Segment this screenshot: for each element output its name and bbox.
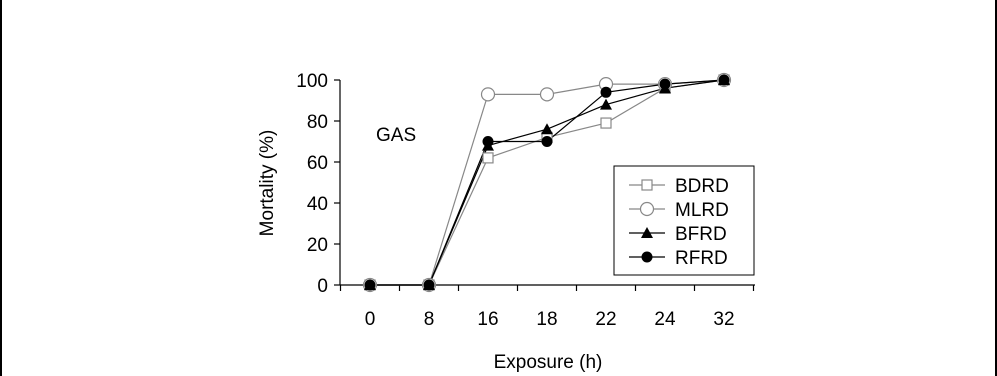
legend-label: RFRD bbox=[675, 248, 728, 269]
chart-annotation: GAS bbox=[376, 125, 416, 146]
x-tick-label: 16 bbox=[477, 309, 498, 330]
x-ticks: 0 8 16 18 22 24 32 bbox=[339, 285, 755, 330]
y-tick-label: 20 bbox=[307, 235, 328, 256]
legend-item-mlrd: MLRD bbox=[629, 200, 729, 221]
x-axis-label: Exposure (h) bbox=[494, 352, 603, 373]
y-ticks: 0 20 40 60 80 100 bbox=[296, 71, 340, 297]
y-tick-label: 0 bbox=[317, 276, 328, 297]
data-point-rfrd bbox=[718, 74, 730, 86]
legend-label: BDRD bbox=[675, 176, 729, 197]
data-point-mlrd bbox=[539, 87, 555, 102]
x-tick-label: 8 bbox=[424, 309, 435, 330]
legend-item-bfrd: BFRD bbox=[629, 224, 727, 245]
legend-marker bbox=[641, 251, 653, 263]
legend-marker bbox=[641, 179, 653, 191]
data-point-bfrd bbox=[600, 98, 612, 110]
legend-label: MLRD bbox=[675, 200, 729, 221]
x-tick-label: 0 bbox=[365, 309, 376, 330]
data-point-rfrd bbox=[364, 279, 376, 291]
legend-marker bbox=[641, 227, 653, 238]
legend-items: BDRD MLRD BFRD RFRD bbox=[629, 176, 729, 269]
legend-item-rfrd: RFRD bbox=[629, 248, 728, 269]
data-point-rfrd bbox=[659, 78, 671, 90]
data-point-bdrd bbox=[600, 117, 612, 129]
data-point-rfrd bbox=[423, 279, 435, 291]
legend-item-bdrd: BDRD bbox=[629, 176, 729, 197]
x-tick-label: 22 bbox=[595, 309, 616, 330]
y-tick-label: 40 bbox=[307, 194, 328, 215]
legend: BDRD MLRD BFRD RFRD bbox=[613, 165, 755, 276]
legend-marker bbox=[639, 201, 655, 217]
x-tick-label: 32 bbox=[713, 309, 734, 330]
data-point-bfrd bbox=[541, 123, 553, 135]
data-point-rfrd bbox=[482, 136, 494, 147]
series-markers bbox=[362, 72, 732, 293]
x-tick-label: 24 bbox=[654, 309, 676, 330]
data-point-bdrd bbox=[482, 152, 494, 164]
x-tick-label: 18 bbox=[536, 309, 557, 330]
y-axis-label: Mortality (%) bbox=[257, 130, 278, 237]
data-point-rfrd bbox=[541, 136, 553, 147]
data-point-rfrd bbox=[600, 86, 612, 98]
legend-label: BFRD bbox=[675, 224, 727, 245]
y-tick-label: 80 bbox=[307, 112, 328, 133]
y-tick-label: 100 bbox=[296, 71, 328, 92]
y-tick-label: 60 bbox=[307, 153, 328, 174]
data-point-mlrd bbox=[480, 87, 496, 102]
